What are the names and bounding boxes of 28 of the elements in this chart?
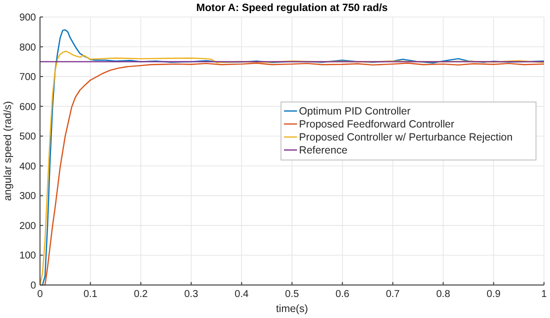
legend-label: Optimum PID Controller [299, 106, 411, 118]
x-tick-label: 0 [37, 289, 44, 300]
y-tick-label: 300 [19, 191, 36, 202]
legend-label: Reference [299, 144, 348, 157]
legend-label: Proposed Feedforward Controller [299, 118, 455, 131]
x-tick-label: 0.2 [134, 289, 148, 300]
legend-label: Proposed Controller w/ Perturbance Rejection [299, 132, 513, 144]
y-axis-title: angular speed (rad/s) [2, 101, 14, 201]
x-tick-label: 0.4 [234, 289, 249, 300]
y-tick-label: 400 [19, 161, 36, 172]
x-axis-title: time(s) [276, 303, 308, 315]
y-tick-label: 500 [19, 132, 36, 143]
y-tick-label: 700 [19, 72, 36, 84]
x-tick-label: 0.7 [386, 289, 400, 300]
y-tick-label: 600 [19, 102, 36, 113]
y-tick-label: 100 [19, 250, 36, 262]
y-tick-label: 900 [19, 12, 36, 24]
x-tick-label: 0.5 [285, 289, 300, 300]
x-tick-label: 0.3 [184, 289, 199, 300]
x-tick-label: 0.9 [486, 289, 501, 300]
x-tick-label: 0.6 [335, 289, 350, 300]
chart-title: Motor A: Speed regulation at 750 rad/s [196, 2, 388, 14]
y-tick-label: 200 [19, 220, 36, 232]
x-tick-label: 0.8 [436, 289, 451, 300]
x-tick-label: 0.1 [83, 289, 98, 300]
y-tick-label: 800 [19, 42, 36, 54]
x-tick-label: 1 [541, 289, 548, 300]
y-tick-label: 0 [30, 280, 36, 292]
